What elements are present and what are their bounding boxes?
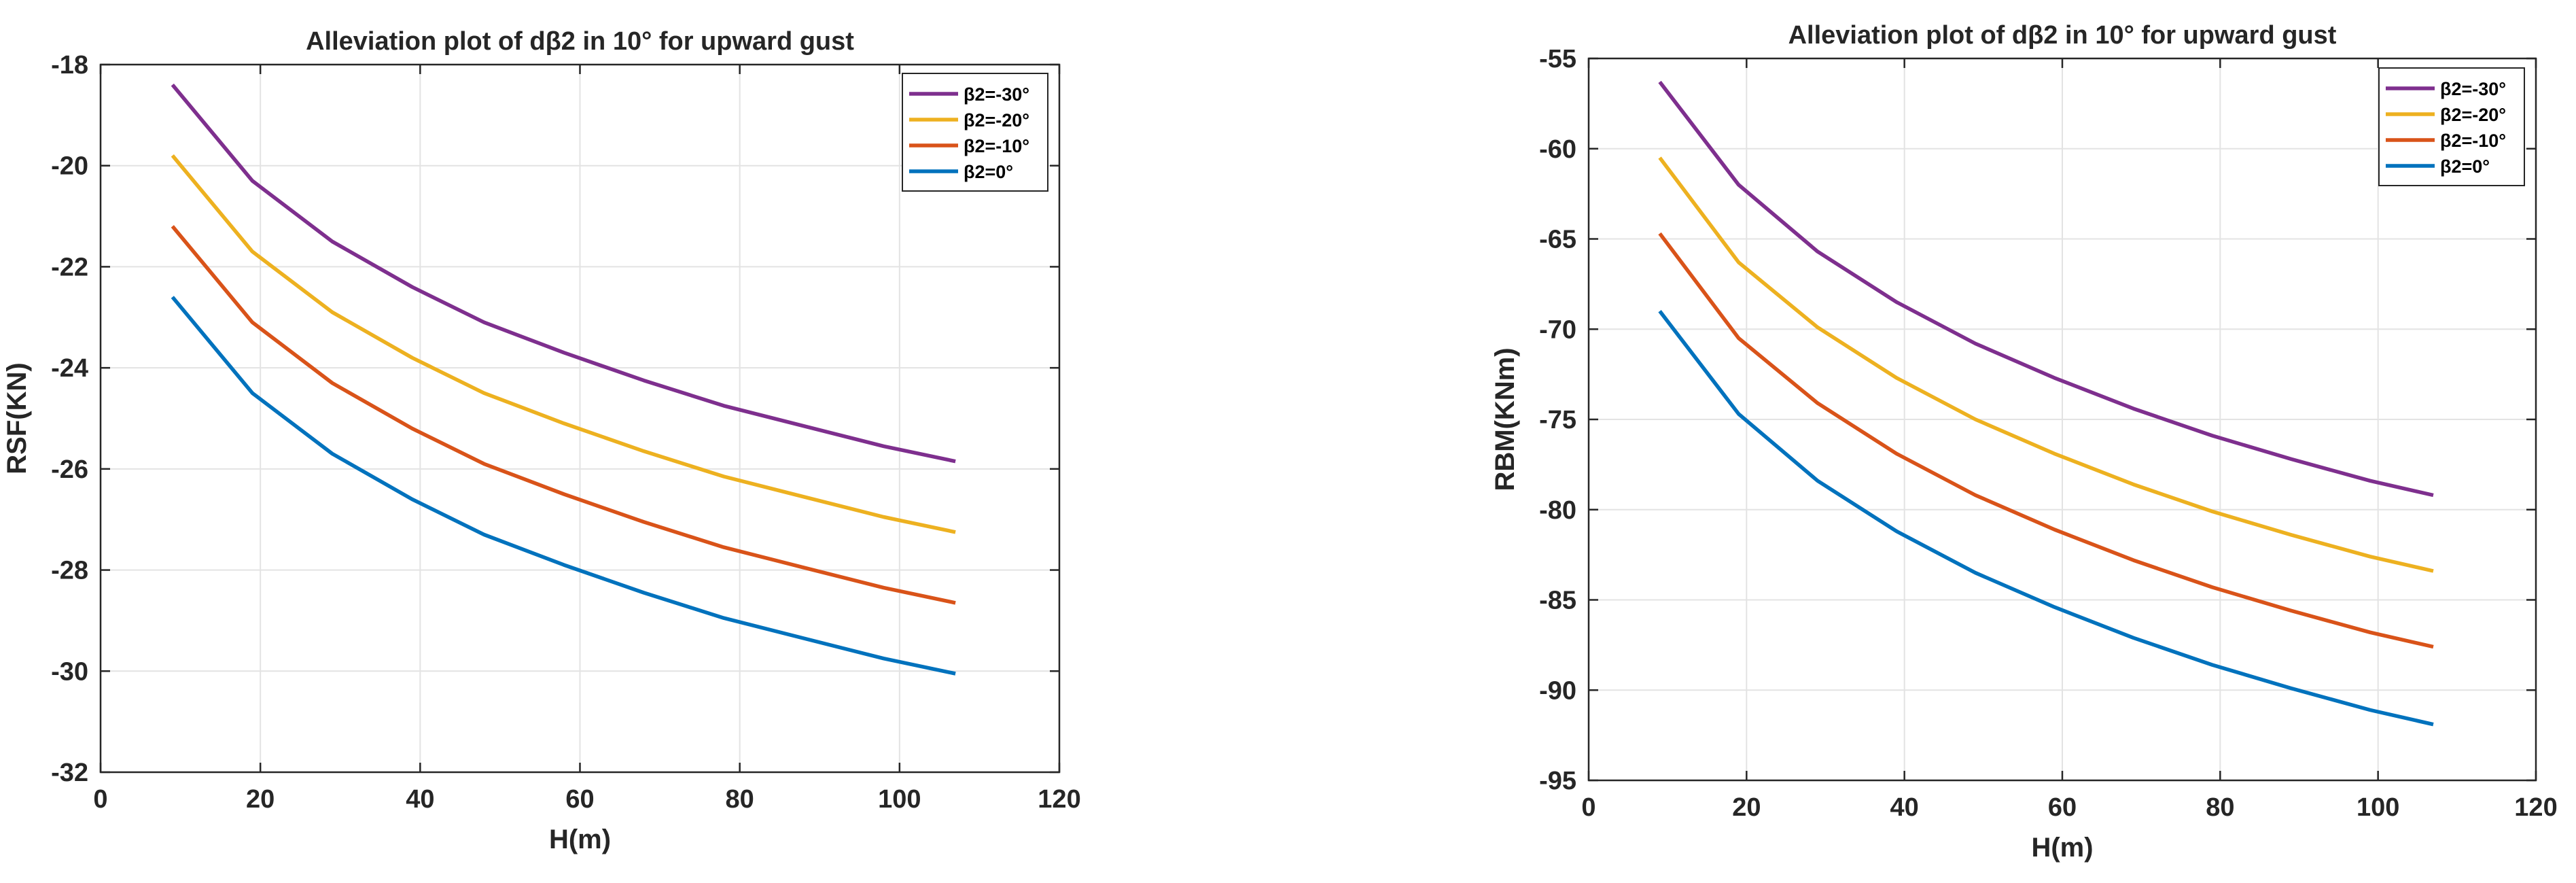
- y-tick-label: -24: [51, 354, 88, 383]
- y-axis-label: RBM(KNm): [1490, 347, 1520, 491]
- x-tick-label: 80: [726, 785, 754, 814]
- series-line: [1658, 232, 2434, 649]
- chart-1: 0 20 40 60 80 100 120 -32 -30 -28 -26 -24 -22 -20 -18 A…: [2, 27, 1081, 854]
- x-tick-label: 120: [1038, 785, 1080, 814]
- y-tick-label: -65: [1539, 226, 1576, 254]
- series-line: [171, 225, 956, 605]
- x-tick-label: 80: [2206, 793, 2234, 822]
- chart-title: Alleviation plot of dβ2 in 10° for upwar…: [306, 27, 854, 56]
- x-tick-label: 100: [2357, 793, 2399, 822]
- y-tick-label: -95: [1539, 767, 1576, 795]
- legend-entry: β2=-20°: [2440, 105, 2506, 125]
- legend-entry: β2=-30°: [964, 84, 1029, 105]
- x-tick-label: 60: [565, 785, 594, 814]
- legend-entry: β2=0°: [964, 162, 1013, 182]
- y-tick-label: -75: [1539, 406, 1576, 434]
- series-line: [171, 83, 956, 464]
- y-axis-label: RSF(KN): [2, 362, 32, 474]
- y-tick-label: -18: [51, 51, 88, 80]
- x-tick-label: 0: [93, 785, 107, 814]
- x-axis-label: H(m): [549, 825, 611, 854]
- series-line: [1658, 80, 2434, 498]
- y-tick-label: -20: [51, 152, 88, 181]
- y-tick-label: -90: [1539, 676, 1576, 705]
- chart-title: Alleviation plot of dβ2 in 10° for upwar…: [1788, 21, 2337, 50]
- y-tick-label: -85: [1539, 587, 1576, 615]
- series-line: [1658, 156, 2434, 573]
- series-line: [171, 154, 956, 534]
- legend-entry: β2=-30°: [2440, 79, 2506, 99]
- y-tick-label: -28: [51, 557, 88, 585]
- y-tick-label: -26: [51, 455, 88, 484]
- x-tick-label: 20: [246, 785, 275, 814]
- x-tick-label: 60: [2048, 793, 2077, 822]
- series-line: [171, 296, 956, 676]
- legend-entry: β2=-20°: [964, 110, 1029, 131]
- y-tick-label: -30: [51, 657, 88, 686]
- legend-entry: β2=-10°: [964, 136, 1029, 156]
- y-tick-label: -80: [1539, 496, 1576, 525]
- x-tick-label: 0: [1581, 793, 1595, 822]
- y-tick-label: -32: [51, 759, 88, 787]
- x-tick-label: 40: [406, 785, 434, 814]
- chart-2: 0 20 40 60 80 100 120 -95 -90 -85 -80 -75 -70 -65 -60 -…: [1490, 21, 2558, 863]
- x-tick-label: 100: [878, 785, 921, 814]
- y-tick-label: -70: [1539, 315, 1576, 344]
- y-tick-label: -22: [51, 253, 88, 281]
- legend-entry: β2=0°: [2440, 156, 2490, 177]
- x-tick-label: 20: [1732, 793, 1761, 822]
- y-tick-label: -60: [1539, 135, 1576, 164]
- x-axis-label: H(m): [2031, 833, 2093, 863]
- legend: β2=-30° β2=-20° β2=-10° β2=0°: [902, 73, 1048, 192]
- y-tick-label: -55: [1539, 45, 1576, 73]
- series-line: [1658, 310, 2434, 727]
- x-tick-label: 40: [1890, 793, 1919, 822]
- legend: β2=-30° β2=-20° β2=-10° β2=0°: [2378, 67, 2525, 186]
- x-tick-label: 120: [2514, 793, 2557, 822]
- legend-entry: β2=-10°: [2440, 131, 2506, 151]
